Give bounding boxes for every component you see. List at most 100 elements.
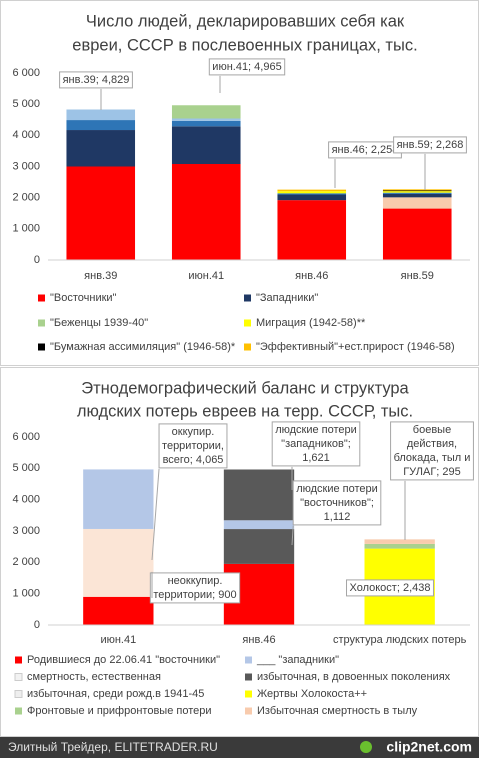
bar-segment: [66, 130, 136, 167]
y-tick-label: 2 000: [12, 556, 40, 568]
bar-segment: [382, 197, 452, 209]
legend-label: ___ "западники": [256, 654, 339, 666]
annotation: неоккупир.: [168, 575, 223, 587]
legend-swatch: [244, 294, 251, 302]
legend-label: Миграция (1942-58)**: [256, 317, 366, 329]
annotation-box: [158, 423, 228, 469]
legend-label: избыточная, в довоенных поколениях: [257, 671, 451, 683]
bar-segment: [382, 190, 452, 192]
bar-segment: [66, 120, 136, 131]
annotation-leader: [291, 525, 294, 546]
legend-swatch: [245, 656, 252, 664]
annotation: блокада, тыл и: [394, 452, 471, 464]
annotation-box: [208, 58, 286, 76]
bar-segment: [382, 208, 452, 260]
bar-segment: [382, 191, 452, 193]
annotation: всего; 4,065: [163, 454, 224, 466]
bar-segment: [277, 189, 347, 192]
y-tick-label: 4 000: [12, 494, 40, 506]
y-tick-label: 2 000: [12, 192, 40, 204]
annotation: "западников";: [281, 438, 351, 450]
legend-label: смертность, естественная: [27, 671, 161, 683]
legend-label: "Эффективный"+ест.прирост (1946-58): [256, 341, 455, 353]
bar-segment: [171, 126, 241, 165]
bar-segment: [277, 191, 347, 194]
bar-segment: [223, 469, 295, 521]
bar-segment: [382, 192, 452, 194]
bar-segment: [382, 189, 452, 191]
legend-swatch: [245, 690, 252, 698]
y-tick-label: 3 000: [12, 525, 40, 537]
bar-segment: [382, 193, 452, 198]
annotation-box: [390, 421, 474, 481]
annotation: боевые: [413, 424, 451, 436]
legend-label: "Западники": [256, 292, 318, 304]
annotation: Холокост; 2,438: [350, 582, 431, 594]
annotation-box: [149, 572, 241, 604]
x-tick-label: июн.41: [100, 634, 136, 646]
bar-segment: [223, 520, 295, 530]
legend-swatch: [14, 690, 23, 698]
annotation: территории,: [162, 440, 224, 452]
annotation-box: [59, 71, 133, 89]
legend-swatch: [15, 707, 22, 715]
annotation-box: [292, 480, 382, 526]
bar-segment: [83, 469, 154, 529]
y-tick-label: 0: [34, 619, 40, 631]
legend-swatch: [14, 673, 23, 681]
x-tick-label: янв.46: [242, 634, 275, 646]
legend-label: "Беженцы 1939-40": [50, 317, 148, 329]
legend-swatch: [38, 343, 45, 351]
bar-segment: [171, 105, 241, 119]
y-tick-label: 0: [34, 254, 40, 266]
bar-segment: [171, 120, 241, 127]
bar-segment: [277, 200, 347, 260]
bar-segment: [171, 164, 241, 260]
annotation-box: [271, 421, 361, 467]
x-tick-label: янв.59: [401, 270, 434, 282]
logo-icon: [360, 741, 372, 753]
y-tick-label: 1 000: [12, 588, 40, 600]
x-tick-label: янв.39: [84, 270, 117, 282]
bar-segment: [364, 539, 435, 544]
footer-bar: [0, 737, 479, 758]
chart-title: Этнодемографический баланс и структура: [81, 379, 409, 397]
x-tick-label: июн.41: [188, 270, 224, 282]
legend-label: Жертвы Холокоста++: [257, 688, 367, 700]
annotation-box: [346, 579, 434, 597]
legend-swatch: [244, 319, 251, 327]
bar-segment: [171, 118, 241, 121]
annotation: людские потери: [275, 424, 357, 436]
legend-label: избыточная, среди рожд.в 1941-45: [27, 688, 204, 700]
legend-swatch: [245, 673, 252, 681]
bar-segment: [223, 529, 295, 564]
bar-segment: [277, 194, 347, 201]
annotation: янв.39; 4,829: [63, 74, 130, 86]
annotation: 1,112: [324, 511, 351, 523]
legend-swatch: [15, 656, 22, 664]
legend-swatch: [38, 319, 45, 327]
bar-segment: [364, 543, 435, 549]
logo: clip2net.com: [386, 739, 472, 755]
annotation: действия,: [407, 438, 457, 450]
y-tick-label: 5 000: [12, 98, 40, 110]
bar-segment: [66, 166, 136, 260]
annotation: "восточников";: [300, 497, 374, 509]
y-tick-label: 6 000: [12, 431, 40, 443]
annotation-leader: [151, 468, 160, 561]
bar-segment: [83, 596, 154, 625]
x-tick-label: янв.46: [295, 270, 328, 282]
legend-label: Фронтовые и прифронтовые потери: [27, 705, 212, 717]
legend-swatch: [245, 707, 252, 715]
annotation: людские потери: [296, 483, 378, 495]
y-tick-label: 6 000: [12, 67, 40, 79]
bar-segment: [277, 193, 347, 195]
y-tick-label: 5 000: [12, 462, 40, 474]
legend-swatch: [38, 294, 45, 302]
legend-swatch: [244, 343, 251, 351]
x-tick-label: структура людских потерь: [333, 634, 467, 646]
chart-title: евреи, СССР в послевоенных границах, тыс…: [72, 36, 417, 54]
annotation: июн.41; 4,965: [212, 61, 281, 73]
